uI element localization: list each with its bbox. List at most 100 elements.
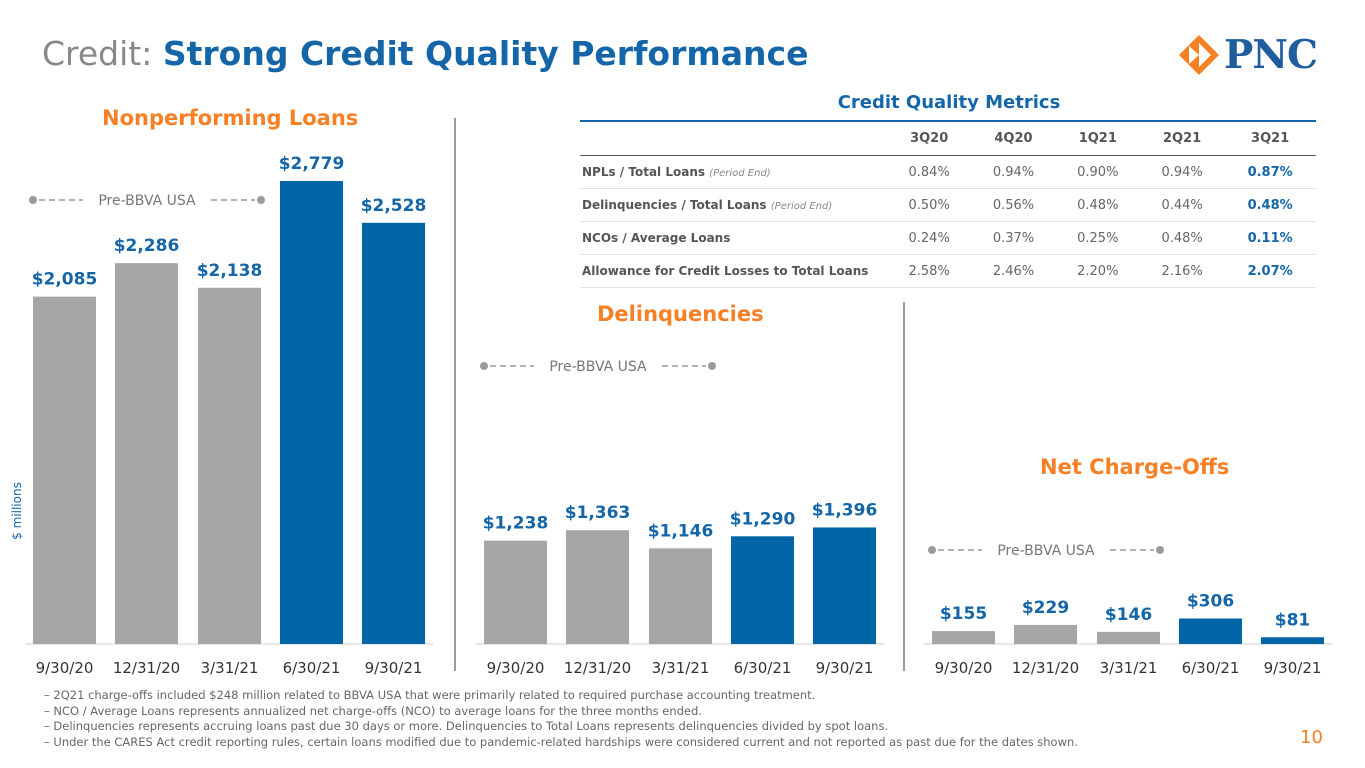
table-cell: 0.50% bbox=[887, 188, 972, 222]
pre-bbva-marker bbox=[257, 196, 265, 204]
credit-quality-metrics-table: 3Q20 4Q20 1Q21 2Q21 3Q21 NPLs / Total Lo… bbox=[580, 120, 1316, 288]
divider-left bbox=[454, 118, 456, 671]
table-row: Allowance for Credit Losses to Total Loa… bbox=[580, 254, 1316, 288]
data-label: $81 bbox=[1275, 610, 1311, 630]
data-label: $1,363 bbox=[565, 503, 631, 523]
bar bbox=[484, 540, 547, 644]
page-number: 10 bbox=[1300, 727, 1323, 748]
x-tick-label: 3/31/21 bbox=[201, 659, 259, 677]
bar bbox=[932, 631, 995, 644]
row-note: (Period End) bbox=[770, 201, 833, 212]
data-label: $1,146 bbox=[648, 521, 714, 541]
pre-bbva-label: Pre-BBVA USA bbox=[549, 359, 647, 375]
data-label: $2,286 bbox=[114, 236, 180, 256]
delinquencies-chart: Pre-BBVA USA $1,238 9/30/20 $1,363 12/31/20 $… bbox=[476, 359, 884, 677]
x-tick-label: 9/30/21 bbox=[816, 659, 874, 677]
npl-chart-title: Nonperforming Loans bbox=[102, 106, 359, 130]
x-tick-label: 9/30/20 bbox=[487, 659, 545, 677]
table-cell: 0.90% bbox=[1055, 155, 1140, 189]
table-cell: 0.94% bbox=[1139, 155, 1225, 189]
data-label: $2,138 bbox=[197, 261, 263, 281]
table-cell: 2.46% bbox=[971, 254, 1056, 288]
bar bbox=[198, 287, 261, 644]
column-header: 3Q20 bbox=[887, 121, 972, 156]
table-row: NCOs / Average Loans 0.24% 0.37% 0.25% 0… bbox=[580, 221, 1316, 255]
bar bbox=[566, 530, 629, 644]
pre-bbva-marker bbox=[29, 196, 37, 204]
bar bbox=[1179, 618, 1242, 644]
x-tick-label: 9/30/20 bbox=[935, 659, 993, 677]
data-label: $306 bbox=[1187, 592, 1234, 612]
footnote: – Under the CARES Act credit reporting r… bbox=[44, 734, 1078, 749]
x-tick-label: 9/30/21 bbox=[365, 659, 423, 677]
row-label: Delinquencies / Total Loans (Period End) bbox=[580, 188, 887, 222]
table-cell: 0.48% bbox=[1139, 221, 1225, 255]
table-cell: 0.37% bbox=[971, 221, 1056, 255]
title-main: Strong Credit Quality Performance bbox=[162, 34, 809, 73]
nco-chart-title: Net Charge-Offs bbox=[1040, 455, 1230, 479]
column-header bbox=[580, 121, 887, 156]
column-header: 3Q21 bbox=[1224, 121, 1316, 156]
row-label: NPLs / Total Loans (Period End) bbox=[580, 155, 887, 189]
table-cell: 0.48% bbox=[1055, 188, 1140, 222]
x-tick-label: 6/30/21 bbox=[1182, 659, 1240, 677]
x-tick-label: 3/31/21 bbox=[1100, 659, 1158, 677]
data-label: $1,290 bbox=[730, 509, 796, 529]
x-tick-label: 12/31/20 bbox=[564, 659, 631, 677]
table-cell: 2.58% bbox=[887, 254, 972, 288]
bar bbox=[362, 222, 425, 644]
bar bbox=[731, 536, 794, 644]
footnotes: – 2Q21 charge-offs included $248 million… bbox=[44, 688, 1244, 750]
pnc-logo: PNC bbox=[1178, 32, 1318, 78]
column-header: 1Q21 bbox=[1055, 121, 1140, 156]
column-header: 2Q21 bbox=[1139, 121, 1225, 156]
table-cell-highlight: 0.11% bbox=[1224, 221, 1316, 255]
pre-bbva-label: Pre-BBVA USA bbox=[98, 193, 196, 209]
row-label: NCOs / Average Loans bbox=[580, 221, 887, 255]
table-cell: 0.56% bbox=[971, 188, 1056, 222]
table-cell: 2.20% bbox=[1055, 254, 1140, 288]
bar bbox=[649, 548, 712, 644]
pre-bbva-marker bbox=[1156, 546, 1164, 554]
metrics-table-title: Credit Quality Metrics bbox=[837, 92, 1061, 113]
data-label: $2,528 bbox=[361, 196, 427, 216]
data-label: $229 bbox=[1022, 598, 1069, 618]
pre-bbva-label: Pre-BBVA USA bbox=[997, 543, 1095, 559]
row-label: Allowance for Credit Losses to Total Loa… bbox=[580, 254, 887, 288]
pre-bbva-marker bbox=[480, 362, 488, 370]
data-label: $1,238 bbox=[483, 514, 549, 534]
x-tick-label: 12/31/20 bbox=[1012, 659, 1079, 677]
x-tick-label: 9/30/21 bbox=[1264, 659, 1322, 677]
bar bbox=[115, 263, 178, 644]
table-cell: 0.94% bbox=[971, 155, 1056, 189]
pre-bbva-marker bbox=[708, 362, 716, 370]
row-note: (Period End) bbox=[709, 168, 771, 179]
pre-bbva-marker bbox=[928, 546, 936, 554]
table-cell: 2.16% bbox=[1139, 254, 1225, 288]
table-header-row: 3Q20 4Q20 1Q21 2Q21 3Q21 bbox=[580, 121, 1316, 156]
x-tick-label: 12/31/20 bbox=[113, 659, 180, 677]
data-label: $2,085 bbox=[32, 270, 98, 290]
table-row: Delinquencies / Total Loans (Period End)… bbox=[580, 188, 1316, 222]
footnote: – NCO / Average Loans represents annuali… bbox=[44, 703, 702, 718]
footnote: – Delinquencies represents accruing loan… bbox=[44, 719, 889, 733]
footnote: – 2Q21 charge-offs included $248 million… bbox=[44, 688, 816, 702]
bar bbox=[1097, 631, 1160, 644]
data-label: $2,779 bbox=[279, 154, 345, 174]
x-tick-label: 3/31/21 bbox=[652, 659, 710, 677]
bar bbox=[33, 296, 96, 644]
bar bbox=[1014, 624, 1077, 644]
delinquencies-chart-title: Delinquencies bbox=[597, 302, 764, 326]
title-prefix: Credit: bbox=[42, 34, 163, 73]
table-cell: 0.24% bbox=[887, 221, 972, 255]
table-cell-highlight: 0.48% bbox=[1224, 188, 1316, 222]
divider-right bbox=[903, 302, 905, 671]
x-tick-label: 9/30/20 bbox=[36, 659, 94, 677]
pnc-logo-mark-icon bbox=[1179, 35, 1219, 75]
nco-chart: Pre-BBVA USA $155 9/30/20 $229 12/31/20 $146 3… bbox=[924, 543, 1332, 677]
bar bbox=[1261, 637, 1324, 644]
bar bbox=[813, 527, 876, 644]
table-cell-highlight: 2.07% bbox=[1224, 254, 1316, 288]
data-label: $1,396 bbox=[812, 500, 878, 520]
data-label: $155 bbox=[940, 604, 987, 624]
